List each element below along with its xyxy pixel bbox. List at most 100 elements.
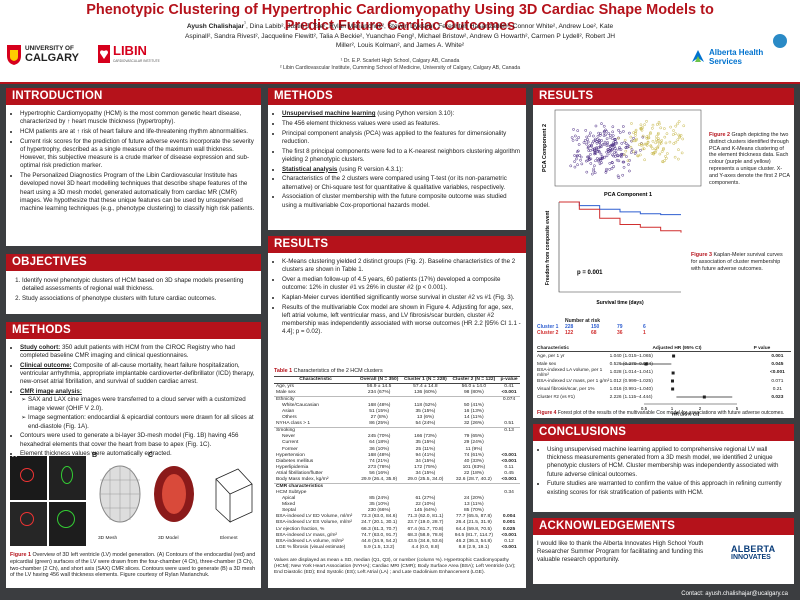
table-cell: 74.7 (63.0, 91.7) xyxy=(361,532,398,538)
pca-point xyxy=(634,131,637,135)
objective-item: Study associations of phenotype clusters… xyxy=(22,295,258,303)
table-cell: 24 (20%) xyxy=(463,496,484,502)
pca-point xyxy=(599,132,602,136)
forest-header-row: Characteristic Adjusted HR (95% CI) P va… xyxy=(537,346,791,352)
pca-point xyxy=(603,155,607,159)
pca-point xyxy=(595,157,599,160)
table-row: Smoking 0.13 xyxy=(274,428,520,435)
pca-point xyxy=(575,138,579,142)
result-item: Results of the multivariable Cox model a… xyxy=(282,304,523,337)
pca-point xyxy=(596,149,599,153)
forest-point xyxy=(670,379,674,383)
table-cell: 0.41 xyxy=(504,384,514,389)
caption-3d-model: 3D Model xyxy=(158,536,179,541)
pca-point xyxy=(666,152,669,155)
pca-point xyxy=(633,152,637,155)
pca-point xyxy=(587,149,591,153)
pca-point xyxy=(592,139,595,143)
table-row: Male sex 234 (67%) 136 (60%) 98 (80%) <0.001 xyxy=(274,390,520,397)
element-thickness-item: Element thickness values were automatica… xyxy=(20,450,258,458)
pca-point xyxy=(586,155,589,159)
table-row: Hyperlipidemia 273 (78%) 172 (75%) 101 (83%… xyxy=(274,465,520,471)
pca-point xyxy=(658,122,661,126)
table-cell: 0.001 xyxy=(502,520,516,526)
study-cohort-label: Study cohort: xyxy=(20,344,61,351)
pca-point xyxy=(630,139,633,143)
table-cell: White/Caucasian xyxy=(282,403,319,409)
pca-point xyxy=(611,137,614,141)
table-cell: 57.4 ± 14.8 xyxy=(413,384,438,389)
pca-point xyxy=(676,138,680,142)
pca-point xyxy=(613,145,617,148)
pca-point xyxy=(574,157,578,161)
pca-point xyxy=(579,155,583,159)
table-cell: 46.2 (36.3, 54.8) xyxy=(455,538,492,544)
table-cell: 118 (52%) xyxy=(414,403,437,409)
pca-point xyxy=(608,135,612,139)
pca-point xyxy=(578,153,581,157)
table-row: Hypertension 168 (48%) 94 (41%) 74 (61%) <0.… xyxy=(274,453,520,459)
pca-point xyxy=(658,152,662,156)
pca-point xyxy=(645,119,648,123)
pca-point xyxy=(594,159,597,163)
pca-point xyxy=(605,167,608,171)
pca-point xyxy=(640,128,644,132)
table-cell: <0.001 xyxy=(501,532,517,538)
forest-marker xyxy=(670,379,674,383)
pca-point xyxy=(614,155,617,158)
pca-y-axis-label: PCA Component 2 xyxy=(542,124,548,172)
pca-point xyxy=(598,145,602,149)
pca-point xyxy=(676,122,679,126)
table-row: White/Caucasian 168 (48%) 118 (52%) 50 (41%… xyxy=(274,403,520,409)
introduction-heading: INTRODUCTION xyxy=(6,88,261,105)
table-1-footnote: Values are displayed as mean ± SD, media… xyxy=(274,558,516,575)
pca-point xyxy=(570,136,574,139)
pca-point xyxy=(605,150,609,154)
pca-point xyxy=(663,159,667,162)
pca-point xyxy=(632,136,635,140)
table-row: Atrial fibrillation/flutter 56 (16%) 34 (1… xyxy=(274,471,520,477)
table-cell: 67.4 (61.7, 70.8) xyxy=(407,526,444,532)
introduction-body: Hypertrophic Cardiomyopathy (HCM) is the… xyxy=(10,110,258,215)
table-cell: 35 (10%) xyxy=(369,502,390,508)
fig1-label-b: B xyxy=(92,452,98,459)
forest-header: Adjusted HR (95% CI) xyxy=(652,346,702,351)
risk-value: 150 xyxy=(591,324,600,330)
table-row: Never 245 (70%) 166 (73%) 79 (65%) xyxy=(274,434,520,440)
pca-point xyxy=(665,156,668,160)
pca-x-axis-label: PCA Component 1 xyxy=(604,192,652,198)
pca-point xyxy=(636,154,640,158)
stats-sub-item: Association of cluster membership with t… xyxy=(282,193,523,209)
pca-point xyxy=(589,149,592,152)
figure-3-caption: Figure 3 Kaplan-Meier survival curves fo… xyxy=(691,252,789,272)
pca-point xyxy=(615,141,619,145)
table-cell: Former xyxy=(282,446,298,452)
table-row: LV ejection fraction, % 66.3 (61.3, 70.7)… xyxy=(274,527,520,533)
pca-point xyxy=(573,160,576,163)
pca-point xyxy=(586,138,589,141)
forest-row: Age, per 1 yr 1.040 (1.015–1.065) 0.001 xyxy=(537,352,791,360)
cmr-sub-item: Image segmentation: endocardial & epicar… xyxy=(28,414,258,430)
pca-point xyxy=(572,128,575,131)
forest-row: BSA-indexed LA volume, per 1 ml/m² 1.028 … xyxy=(537,368,791,378)
contact-email: Contact: ayush.chalishajar@ucalgary.ca xyxy=(681,591,788,597)
pca-point xyxy=(575,150,579,154)
table-cell: 79 (65%) xyxy=(463,434,484,440)
table-cell: <0.001 xyxy=(501,544,517,550)
pca-point xyxy=(673,155,677,159)
pca-point xyxy=(660,150,664,153)
pca-point xyxy=(671,133,675,136)
table-row: Mixed 35 (10%) 22 (10%) 13 (11%) xyxy=(274,502,520,508)
forest-row: Cluster #2 (vs #1) 2.226 (1.115–4.444) 0.0… xyxy=(537,393,791,401)
pca-point xyxy=(584,159,588,163)
table-cell: 85 (70%) xyxy=(463,508,484,514)
risk-value: 36 xyxy=(617,330,623,336)
clinical-outcome-item: Clinical outcome: Composite of all-cause… xyxy=(20,362,258,387)
pca-point xyxy=(609,149,613,153)
pca-point xyxy=(645,135,649,139)
pca-point xyxy=(661,160,664,163)
table-cell: <0.001 xyxy=(501,390,517,395)
table-cell: Hypertension xyxy=(276,452,305,458)
table-cell: 14 (11%) xyxy=(464,415,484,421)
pca-point xyxy=(589,162,593,165)
